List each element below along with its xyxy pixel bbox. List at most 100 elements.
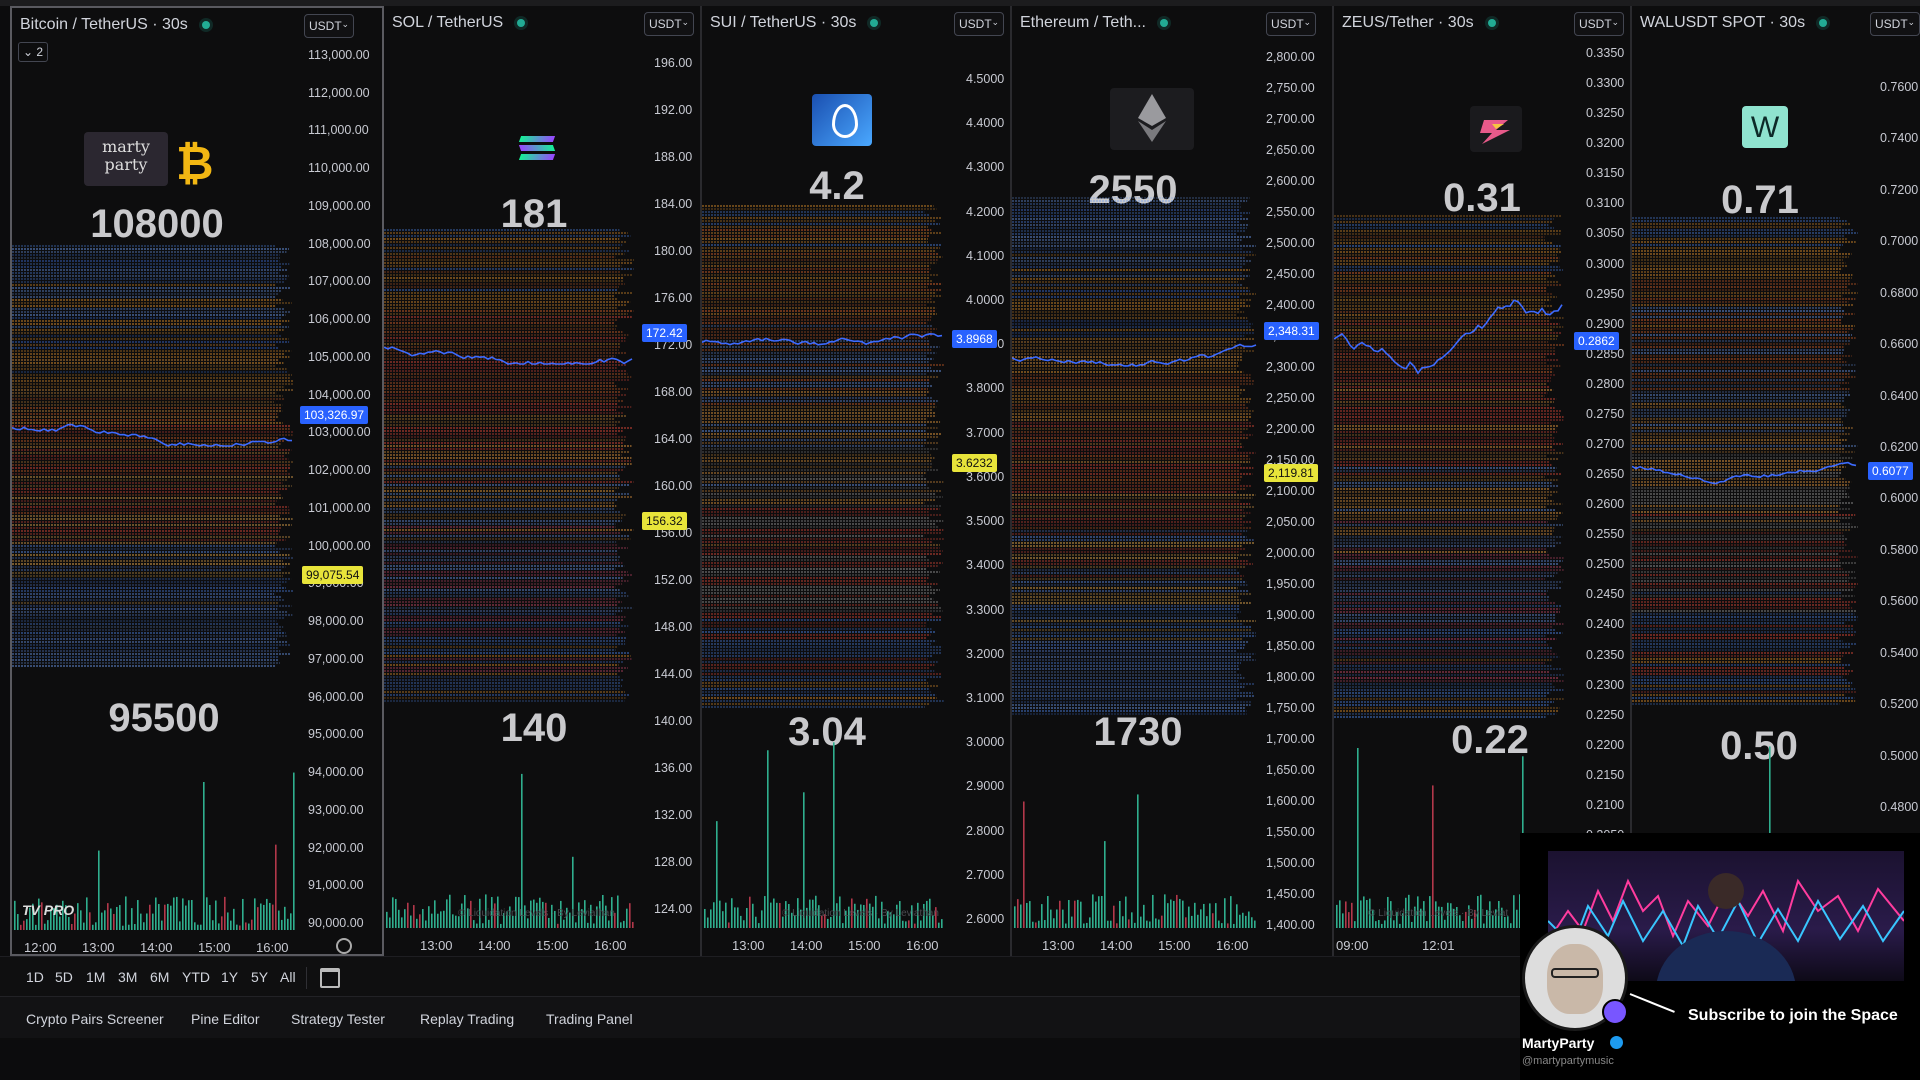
volume-bar <box>224 896 226 930</box>
volume-bar <box>440 911 442 928</box>
volume-bar <box>239 925 241 930</box>
collapse-indicators-button[interactable]: ⌄ 2 <box>18 42 48 62</box>
volume-bar <box>1209 903 1211 928</box>
time-axis-label: 14:00 <box>140 940 173 955</box>
price-axis-label: 102,000.00 <box>308 463 371 478</box>
currency-select[interactable]: USDT ⌄ <box>954 12 1004 36</box>
volume-bar <box>617 895 619 928</box>
tab-crypto-pairs-screener[interactable]: Crypto Pairs Screener <box>26 1011 164 1027</box>
volume-bar <box>704 908 706 928</box>
currency-select[interactable]: USDT ⌄ <box>1266 12 1316 36</box>
volume-bar <box>1128 919 1130 928</box>
volume-bar <box>236 924 238 930</box>
settings-icon[interactable] <box>336 938 352 954</box>
volume-bar <box>62 900 64 930</box>
tab-trading-panel[interactable]: Trading Panel <box>546 1011 633 1027</box>
price-axis-label: 168.00 <box>654 385 693 399</box>
symbol-title[interactable]: SOL / TetherUS <box>392 14 526 32</box>
range-5d-button[interactable]: 5D <box>55 969 73 985</box>
volume-bar <box>1242 912 1244 928</box>
volume-bar <box>866 898 868 928</box>
level-top-label: 0.71 <box>1721 178 1799 222</box>
sui-icon <box>812 94 872 146</box>
price-axis-label: 2,050.00 <box>1266 515 1315 529</box>
range-5y-button[interactable]: 5Y <box>251 969 269 985</box>
volume-bar <box>1471 918 1473 928</box>
range-1m-button[interactable]: 1M <box>86 969 106 985</box>
range-6m-button[interactable]: 6M <box>150 969 170 985</box>
range-ytd-button[interactable]: YTD <box>182 969 210 985</box>
symbol-title[interactable]: Bitcoin / TetherUS · 30s <box>20 16 210 34</box>
volume-bar <box>404 909 406 928</box>
volume-bar <box>1101 895 1103 928</box>
range-1y-button[interactable]: 1Y <box>221 969 239 985</box>
currency-label: USDT <box>959 17 992 31</box>
time-axis-label: 15:00 <box>1158 938 1191 953</box>
chart-panel-btc[interactable]: Bitcoin / TetherUS · 30s USDT ⌄ ⌄ 2 marty… <box>10 6 384 956</box>
volume-bar <box>1462 921 1464 928</box>
volume-bar <box>1429 896 1431 928</box>
volume-bar <box>896 904 898 928</box>
volume-bar <box>1417 896 1419 928</box>
price-axis-label: 196.00 <box>654 56 693 70</box>
volume-bar <box>554 910 556 928</box>
volume-bar <box>1068 900 1070 928</box>
chart-panel-sol[interactable]: SOL / TetherUS USDT ⌄ 181 140 196.00 192.0… <box>384 6 702 956</box>
volume-bar <box>86 897 88 930</box>
chart-panel-sui[interactable]: SUI / TetherUS · 30s USDT ⌄ 4.2 3.04 4.50… <box>702 6 1012 956</box>
volume-bar <box>1254 920 1256 928</box>
symbol-title[interactable]: SUI / TetherUS · 30s <box>710 14 879 32</box>
chart-panel-eth[interactable]: Ethereum / Teth... USDT ⌄ 2550 1730 2,800… <box>1012 6 1334 956</box>
volume-bar <box>911 905 913 928</box>
tab-strategy-tester[interactable]: Strategy Tester <box>291 1011 385 1027</box>
volume-bar <box>623 920 625 928</box>
currency-select[interactable]: USDT ⌄ <box>644 12 694 36</box>
volume-bar <box>470 900 472 928</box>
volume-bar <box>803 792 805 928</box>
volume-bar <box>443 910 445 928</box>
volume-bar <box>632 921 634 928</box>
streamer-handle[interactable]: @martypartymusic <box>1522 1055 1614 1067</box>
marked-price-tag: 156.32 <box>642 512 687 530</box>
symbol-title[interactable]: Ethereum / Teth... <box>1020 14 1168 32</box>
range-all-button[interactable]: All <box>280 969 296 985</box>
volume-bar <box>389 917 391 928</box>
price-axis-label: 0.2900 <box>1586 316 1625 331</box>
marked-price-tag: 2,119.81 <box>1264 464 1318 482</box>
volume-bar <box>1339 900 1341 928</box>
range-3m-button[interactable]: 3M <box>118 969 138 985</box>
subscribe-cta[interactable]: Subscribe to join the Space <box>1688 1007 1898 1024</box>
volume-bar <box>419 914 421 928</box>
price-axis-label: 0.3350 <box>1586 46 1625 60</box>
streamer-name[interactable]: MartyParty <box>1522 1035 1595 1051</box>
volume-bar <box>101 912 103 930</box>
currency-select[interactable]: USDT ⌄ <box>304 14 354 38</box>
range-1d-button[interactable]: 1D <box>26 969 44 985</box>
volume-bar <box>821 915 823 928</box>
volume-bar <box>422 909 424 928</box>
chart-panel-wal[interactable]: WALUSDT SPOT · 30s USDT ⌄ W 0.71 0.50 0.7… <box>1632 6 1920 956</box>
volume-bar <box>1447 902 1449 928</box>
volume-bar <box>155 897 157 930</box>
price-axis-label: 2.7000 <box>966 867 1005 882</box>
volume-bar <box>1104 841 1106 928</box>
tab-replay-trading[interactable]: Replay Trading <box>420 1011 515 1027</box>
tab-pine-editor[interactable]: Pine Editor <box>191 1011 260 1027</box>
price-axis-label: 124.00 <box>654 902 693 916</box>
time-axis-label: 16:00 <box>906 938 939 953</box>
liquidation-levels-heatmap <box>702 205 944 928</box>
time-axis-label: 09:00 <box>1336 938 1369 953</box>
symbol-title[interactable]: ZEUS/Tether · 30s <box>1342 14 1496 32</box>
currency-select[interactable]: USDT ⌄ <box>1574 12 1624 36</box>
currency-select[interactable]: USDT ⌄ <box>1870 12 1920 36</box>
volume-bar <box>1110 920 1112 928</box>
volume-bar <box>875 895 877 928</box>
chart-panel-zeus[interactable]: ZEUS/Tether · 30s USDT ⌄ 0.31 0.22 0.3350… <box>1334 6 1632 956</box>
volume-bar <box>1486 909 1488 928</box>
price-line <box>1012 343 1257 367</box>
calendar-icon[interactable] <box>320 968 340 988</box>
liquidation-levels-heatmap <box>12 245 295 930</box>
symbol-title[interactable]: WALUSDT SPOT · 30s <box>1640 14 1828 32</box>
volume-bar <box>1459 915 1461 928</box>
price-axis-label: 92,000.00 <box>308 840 364 855</box>
